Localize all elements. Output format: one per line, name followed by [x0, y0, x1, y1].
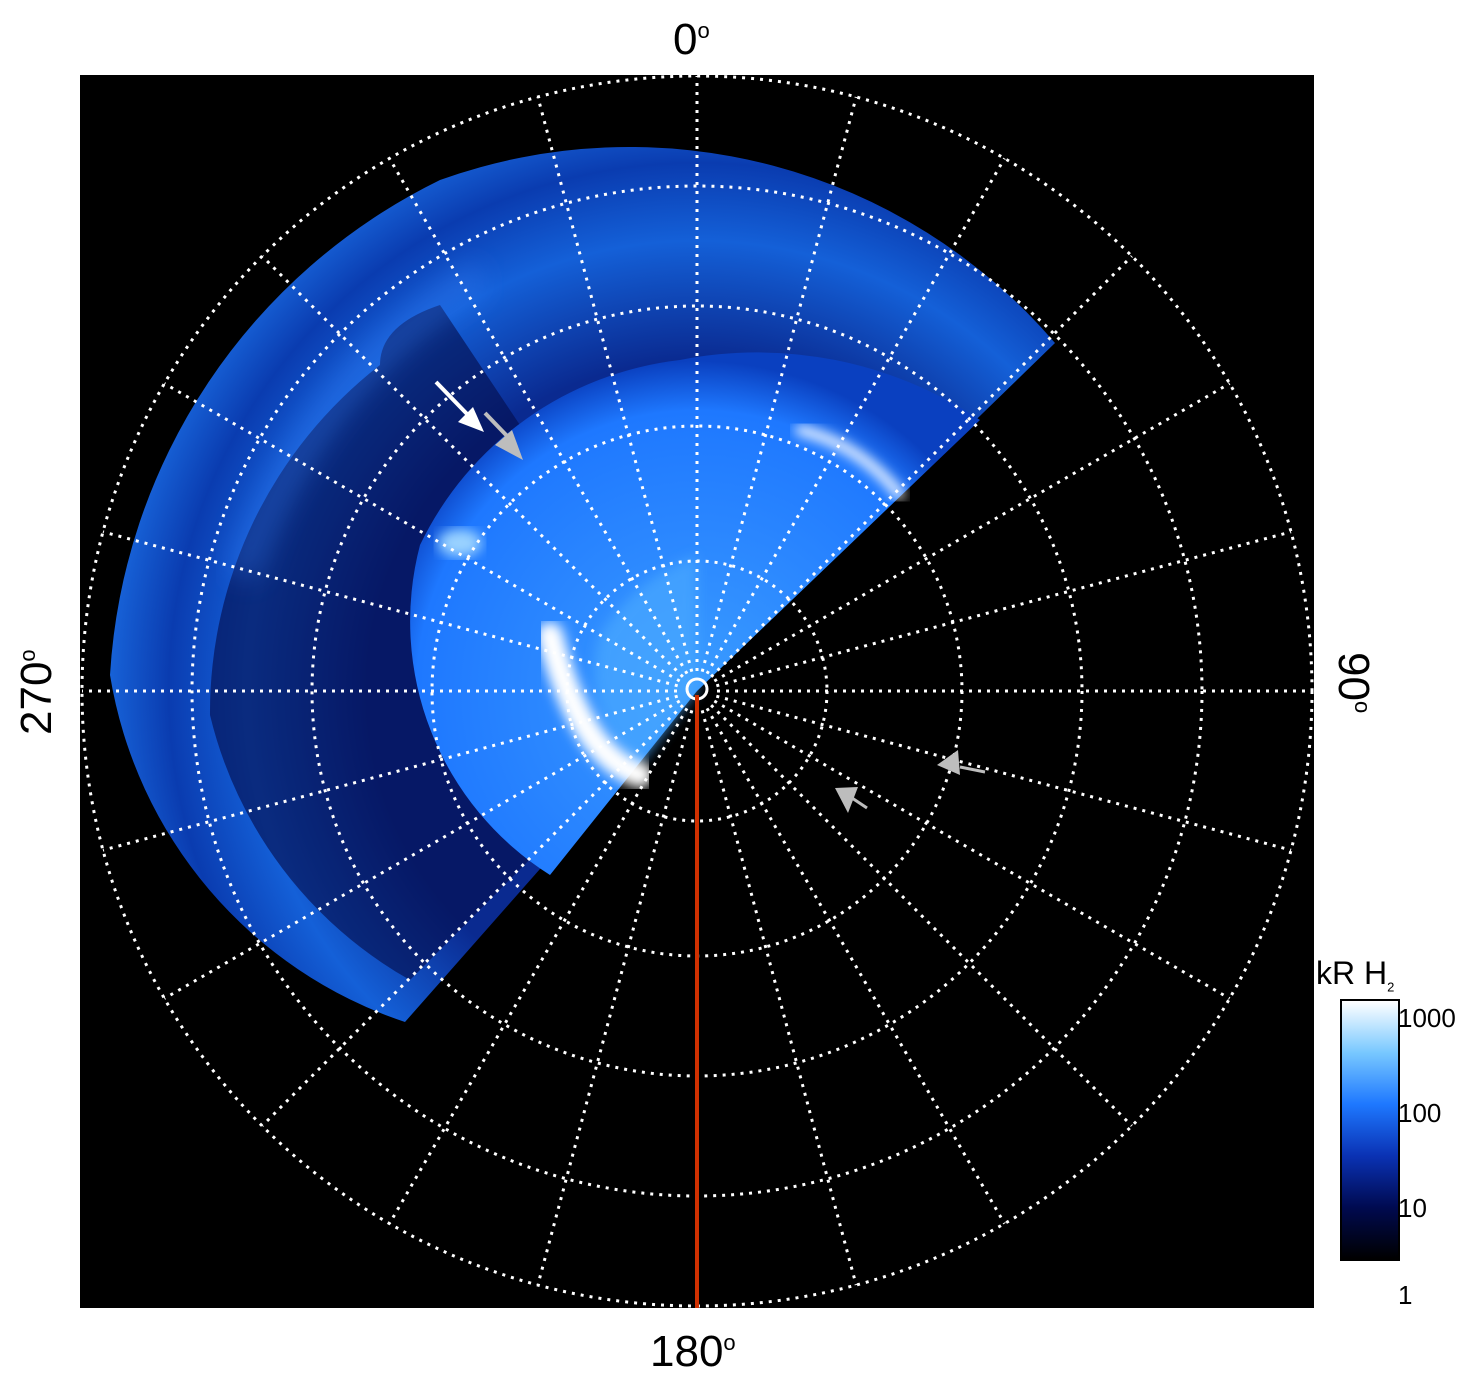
grid-radial-line: [710, 255, 1133, 678]
grid-radial-line: [705, 157, 1006, 675]
angle-label-270: 270o: [12, 649, 61, 735]
grid-radial-line: [715, 694, 1292, 852]
colorbar: kR H2 1000 100 10 1: [1316, 955, 1481, 1315]
colorbar-title: kR H2: [1316, 955, 1395, 995]
grid-radial-line: [388, 157, 689, 675]
annotation-arrow-gray-right: [937, 750, 986, 775]
grid-radial-line: [700, 96, 858, 673]
colorbar-gradient: [1340, 999, 1400, 1261]
grid-radial-line: [388, 707, 689, 1225]
grid-radial-line: [713, 382, 1231, 683]
angle-label-0: 0o: [673, 15, 710, 64]
grid-radial-line: [102, 694, 679, 852]
aurora-bright-spot: [438, 529, 482, 557]
grid-radial-line: [536, 709, 694, 1286]
aurora-bright-arc-lower: [537, 622, 653, 788]
grid-radial-line: [261, 255, 684, 678]
polar-projection-svg: [80, 75, 1314, 1308]
polar-grid-radials: [82, 76, 1312, 1306]
annotation-arrow-white: [434, 380, 484, 432]
angle-label-90: 90o: [1329, 652, 1378, 714]
grid-radial-line: [163, 699, 681, 1000]
polar-aurora-image: [80, 75, 1314, 1308]
grid-radial-line: [715, 530, 1292, 688]
colorbar-tick-label: 100: [1398, 1098, 1442, 1128]
grid-radial-line: [261, 704, 684, 1127]
grid-radial-line: [536, 96, 694, 673]
annotation-arrow-gray-upper: [483, 411, 523, 460]
grid-radial-line: [710, 704, 1133, 1127]
annotation-arrow-gray-lower: [835, 787, 868, 813]
colorbar-tick-label: 10: [1398, 1193, 1427, 1223]
grid-radial-line: [713, 699, 1231, 1000]
angle-label-180: 180o: [650, 1327, 736, 1376]
aurora-outer-arc: [225, 262, 488, 580]
grid-radial-line: [705, 707, 1006, 1225]
grid-radial-line: [700, 709, 858, 1286]
aurora-inner-glow: [594, 555, 697, 765]
aurora-bright-arc-upper: [795, 425, 905, 500]
grid-radial-line: [163, 382, 681, 683]
colorbar-tick-label: 1000: [1398, 1003, 1456, 1033]
grid-radial-line: [102, 530, 679, 688]
colorbar-tick-label: 1: [1398, 1280, 1413, 1310]
